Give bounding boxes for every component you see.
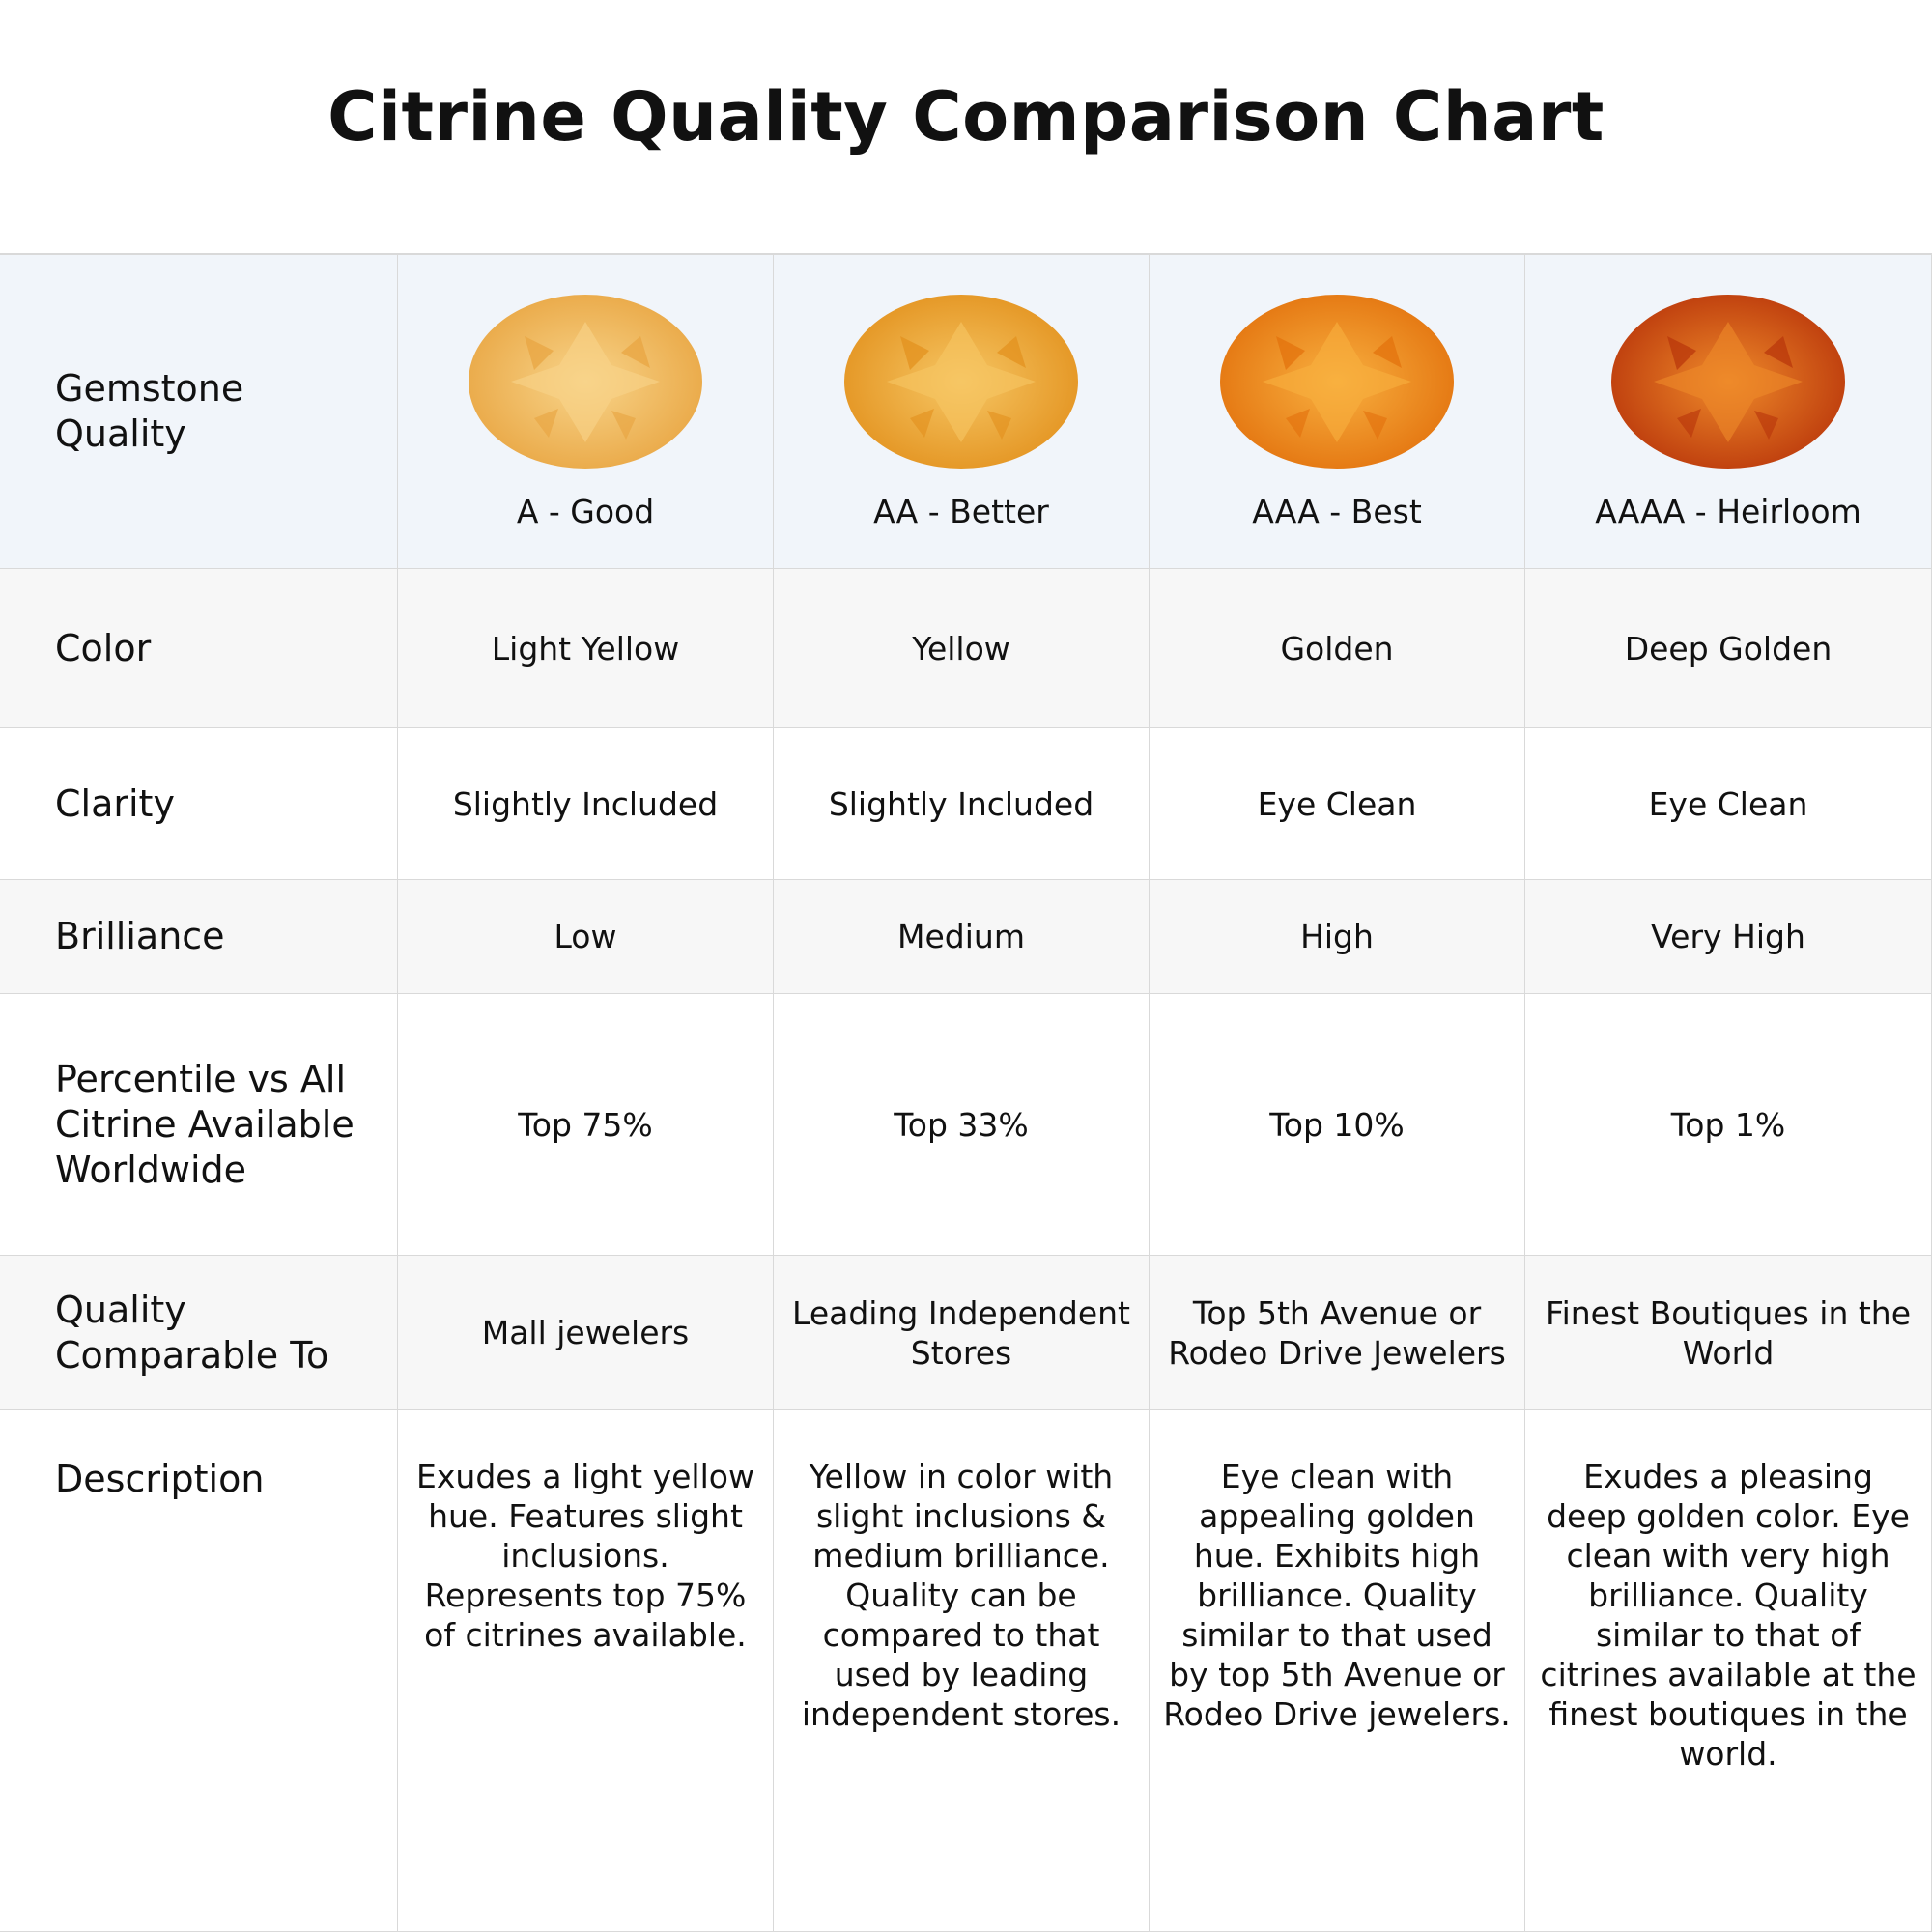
gemstone-image — [469, 295, 702, 469]
table-cell: Slightly Included — [398, 728, 774, 880]
cell-text: AA - Better — [873, 493, 1049, 530]
table-cell: Yellow — [774, 569, 1150, 728]
table-cell: Yellow in color with slight inclusions &… — [774, 1410, 1150, 1932]
cell-text: Very High — [1651, 918, 1805, 955]
table-cell: AA - Better — [774, 254, 1150, 569]
row-label-text: Clarity — [55, 781, 175, 825]
row-label: Color — [0, 569, 398, 728]
cell-text: Finest Boutiques in the World — [1545, 1293, 1912, 1372]
table-cell: Leading Independent Stores — [774, 1256, 1150, 1410]
cell-text: Top 10% — [1269, 1105, 1405, 1144]
cell-text: Exudes a light yellow hue. Features slig… — [416, 1458, 754, 1654]
table-cell: Exudes a pleasing deep golden color. Eye… — [1525, 1410, 1932, 1932]
cell-text: Eye Clean — [1648, 784, 1808, 823]
cell-text: High — [1300, 918, 1374, 955]
cell-text: Leading Independent Stores — [792, 1293, 1130, 1372]
cell-text: Golden — [1280, 629, 1394, 668]
row-label: Clarity — [0, 728, 398, 880]
cell-text: Exudes a pleasing deep golden color. Eye… — [1540, 1458, 1917, 1773]
cell-text: Top 33% — [894, 1105, 1029, 1144]
comparison-table: Gemstone Quality A - Good AA - Better AA… — [0, 253, 1932, 1932]
table-cell: Medium — [774, 880, 1150, 994]
row-label: Brilliance — [0, 880, 398, 994]
table-cell: Mall jewelers — [398, 1256, 774, 1410]
cell-text: AAAA - Heirloom — [1595, 493, 1861, 530]
table-cell: A - Good — [398, 254, 774, 569]
table-cell: Top 5th Avenue or Rodeo Drive Jewelers — [1150, 1256, 1525, 1410]
cell-text: Yellow — [912, 629, 1010, 668]
table-cell: Top 10% — [1150, 994, 1525, 1256]
table-cell: Eye clean with appealing golden hue. Exh… — [1150, 1410, 1525, 1932]
table-cell: Golden — [1150, 569, 1525, 728]
table-cell: Top 1% — [1525, 994, 1932, 1256]
row-label-text: Color — [55, 626, 152, 669]
gemstone-image — [1611, 295, 1845, 469]
table-cell: Very High — [1525, 880, 1932, 994]
cell-text: Slightly Included — [828, 784, 1094, 823]
title: Citrine Quality Comparison Chart — [327, 77, 1605, 156]
row-label: Gemstone Quality — [0, 254, 398, 569]
cell-text: Top 75% — [518, 1105, 653, 1144]
table-cell: Low — [398, 880, 774, 994]
table-cell: Top 33% — [774, 994, 1150, 1256]
cell-text: Light Yellow — [491, 629, 680, 668]
cell-text: Top 1% — [1670, 1105, 1786, 1144]
table-cell: Slightly Included — [774, 728, 1150, 880]
table-cell: AAAA - Heirloom — [1525, 254, 1932, 569]
cell-text: Low — [554, 918, 617, 955]
row-label-text: Percentile vs All Citrine Available Worl… — [55, 1057, 355, 1191]
row-label-text: Gemstone Quality — [55, 366, 244, 455]
row-label: Percentile vs All Citrine Available Worl… — [0, 994, 398, 1256]
table-cell: Top 75% — [398, 994, 774, 1256]
row-label-text: Brilliance — [55, 915, 225, 957]
cell-text: AAA - Best — [1252, 493, 1422, 530]
row-label-text: Quality Comparable To — [55, 1288, 329, 1377]
row-label: Quality Comparable To — [0, 1256, 398, 1410]
table-cell: Light Yellow — [398, 569, 774, 728]
table-cell: Eye Clean — [1525, 728, 1932, 880]
gemstone-image — [1220, 295, 1454, 469]
table-cell: Deep Golden — [1525, 569, 1932, 728]
row-label-text: Description — [55, 1458, 265, 1500]
cell-text: Mall jewelers — [481, 1314, 690, 1351]
cell-text: Top 5th Avenue or Rodeo Drive Jewelers — [1168, 1293, 1506, 1372]
table-cell: AAA - Best — [1150, 254, 1525, 569]
cell-text: A - Good — [516, 493, 655, 530]
cell-text: Slightly Included — [452, 784, 719, 823]
cell-text: Deep Golden — [1624, 629, 1833, 668]
table-border — [0, 253, 1932, 255]
gemstone-image — [844, 295, 1078, 469]
row-label: Description — [0, 1410, 398, 1932]
cell-text: Eye clean with appealing golden hue. Exh… — [1163, 1458, 1511, 1733]
cell-text: Medium — [897, 918, 1025, 955]
table-cell: Finest Boutiques in the World — [1525, 1256, 1932, 1410]
table-cell: Eye Clean — [1150, 728, 1525, 880]
cell-text: Yellow in color with slight inclusions &… — [801, 1458, 1122, 1733]
table-cell: Exudes a light yellow hue. Features slig… — [398, 1410, 774, 1932]
cell-text: Eye Clean — [1257, 784, 1417, 823]
table-cell: High — [1150, 880, 1525, 994]
